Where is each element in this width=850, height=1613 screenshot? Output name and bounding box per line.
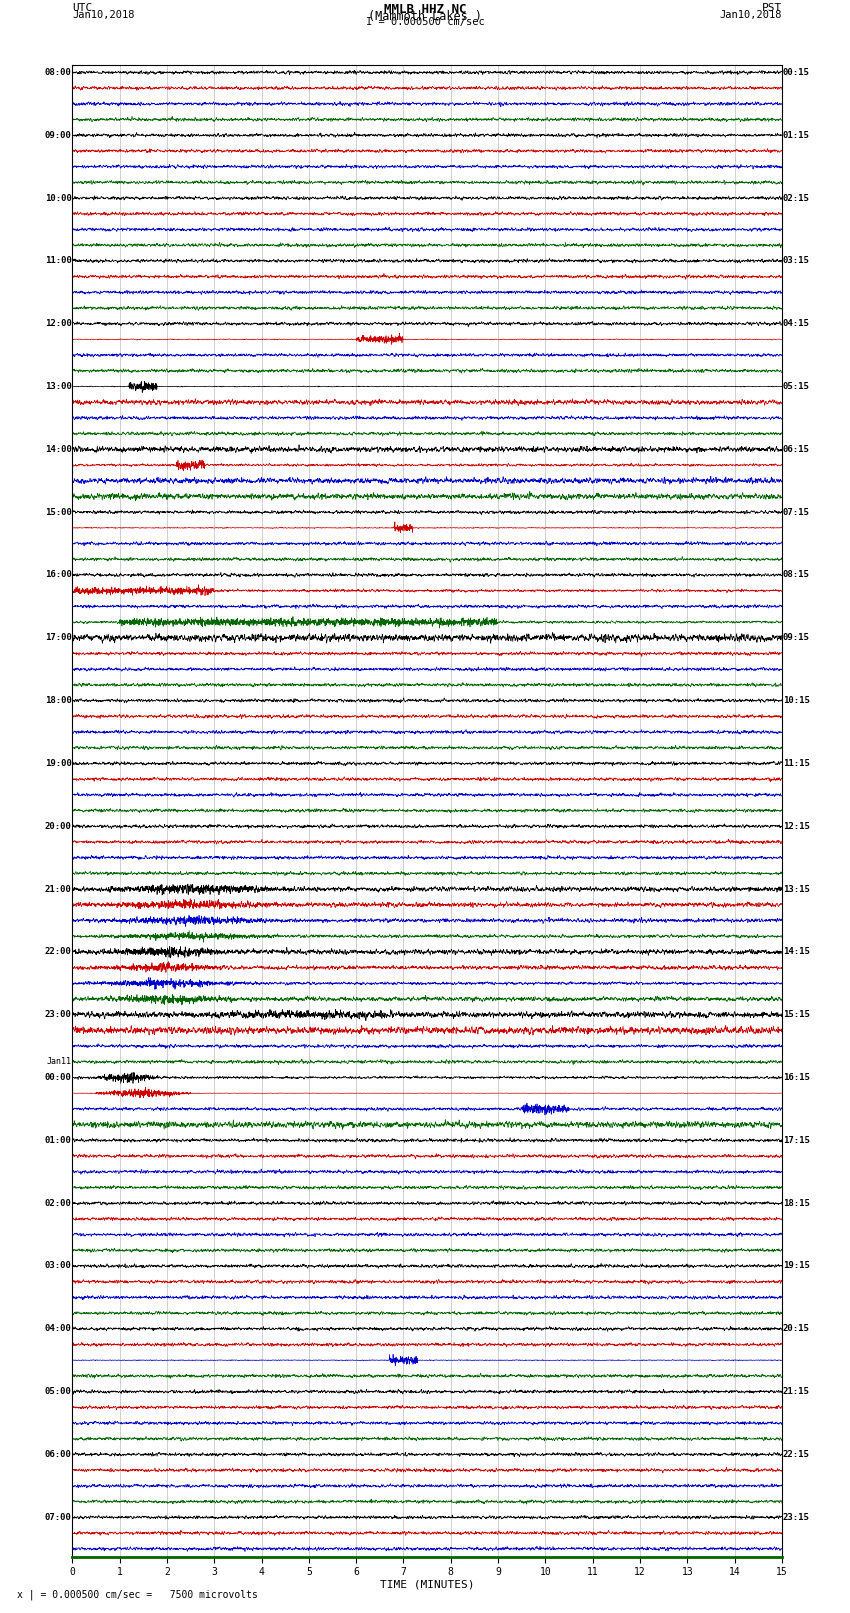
Text: 01:00: 01:00 (45, 1136, 71, 1145)
Text: 05:15: 05:15 (783, 382, 809, 390)
Text: 13:00: 13:00 (45, 382, 71, 390)
Text: 03:15: 03:15 (783, 256, 809, 266)
Text: 09:15: 09:15 (783, 634, 809, 642)
Text: 20:00: 20:00 (45, 821, 71, 831)
Text: Jan10,2018: Jan10,2018 (719, 11, 782, 21)
Text: 12:15: 12:15 (783, 821, 809, 831)
Text: 21:00: 21:00 (45, 884, 71, 894)
Text: 02:15: 02:15 (783, 194, 809, 203)
Text: UTC: UTC (72, 3, 93, 13)
Text: 16:15: 16:15 (783, 1073, 809, 1082)
Text: 18:15: 18:15 (783, 1198, 809, 1208)
Text: 07:15: 07:15 (783, 508, 809, 516)
Text: 09:00: 09:00 (45, 131, 71, 140)
Text: MMLB HHZ NC: MMLB HHZ NC (383, 3, 467, 16)
Text: PST: PST (762, 3, 782, 13)
Text: 06:00: 06:00 (45, 1450, 71, 1460)
X-axis label: TIME (MINUTES): TIME (MINUTES) (380, 1579, 474, 1590)
Text: 04:15: 04:15 (783, 319, 809, 327)
Text: 11:00: 11:00 (45, 256, 71, 266)
Text: 04:00: 04:00 (45, 1324, 71, 1334)
Text: 15:00: 15:00 (45, 508, 71, 516)
Text: 14:00: 14:00 (45, 445, 71, 453)
Text: 00:00: 00:00 (45, 1073, 71, 1082)
Text: 22:00: 22:00 (45, 947, 71, 957)
Text: 20:15: 20:15 (783, 1324, 809, 1334)
Text: 03:00: 03:00 (45, 1261, 71, 1271)
Text: 14:15: 14:15 (783, 947, 809, 957)
Text: 10:15: 10:15 (783, 697, 809, 705)
Text: 05:00: 05:00 (45, 1387, 71, 1397)
Text: 23:15: 23:15 (783, 1513, 809, 1521)
Text: 15:15: 15:15 (783, 1010, 809, 1019)
Text: 18:00: 18:00 (45, 697, 71, 705)
Text: 07:00: 07:00 (45, 1513, 71, 1521)
Text: 02:00: 02:00 (45, 1198, 71, 1208)
Text: 08:00: 08:00 (45, 68, 71, 77)
Text: 17:15: 17:15 (783, 1136, 809, 1145)
Text: x | = 0.000500 cm/sec =   7500 microvolts: x | = 0.000500 cm/sec = 7500 microvolts (17, 1589, 258, 1600)
Text: 13:15: 13:15 (783, 884, 809, 894)
Text: 08:15: 08:15 (783, 571, 809, 579)
Text: 10:00: 10:00 (45, 194, 71, 203)
Text: 19:00: 19:00 (45, 758, 71, 768)
Text: 22:15: 22:15 (783, 1450, 809, 1460)
Text: 00:15: 00:15 (783, 68, 809, 77)
Text: (Mammoth Lakes ): (Mammoth Lakes ) (368, 11, 482, 24)
Text: 21:15: 21:15 (783, 1387, 809, 1397)
Text: 12:00: 12:00 (45, 319, 71, 327)
Text: I = 0.000500 cm/sec: I = 0.000500 cm/sec (366, 18, 484, 27)
Text: 19:15: 19:15 (783, 1261, 809, 1271)
Text: 17:00: 17:00 (45, 634, 71, 642)
Text: 06:15: 06:15 (783, 445, 809, 453)
Text: 16:00: 16:00 (45, 571, 71, 579)
Text: 11:15: 11:15 (783, 758, 809, 768)
Text: Jan10,2018: Jan10,2018 (72, 11, 135, 21)
Text: 01:15: 01:15 (783, 131, 809, 140)
Text: 23:00: 23:00 (45, 1010, 71, 1019)
Text: Jan11: Jan11 (47, 1057, 71, 1066)
